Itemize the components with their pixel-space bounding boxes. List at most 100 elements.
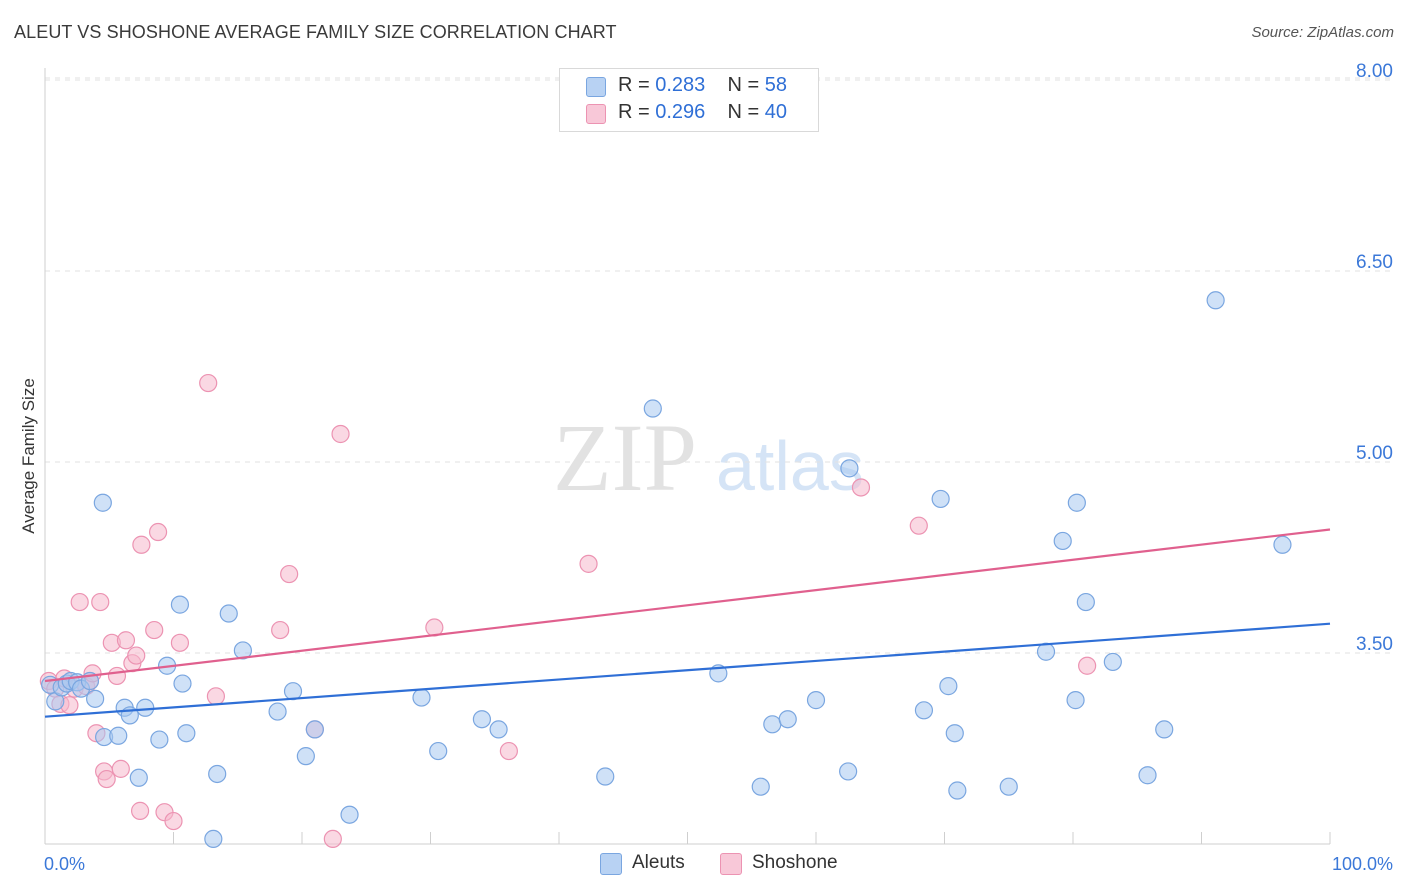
legend-n-label: N = bbox=[727, 101, 760, 123]
legend-n-label: N = bbox=[727, 74, 760, 96]
aleut-point bbox=[1206, 291, 1225, 310]
aleut-point bbox=[1066, 691, 1085, 710]
bottom-legend-label-shoshone: Shoshone bbox=[752, 852, 838, 873]
shoshone-trend-line bbox=[44, 528, 1331, 683]
aleut-points bbox=[41, 291, 1292, 849]
grid-lines bbox=[45, 77, 1393, 654]
aleut-point bbox=[472, 710, 491, 729]
legend-r-label: R = bbox=[618, 74, 650, 96]
aleut-point bbox=[340, 805, 359, 824]
shoshone-point bbox=[132, 535, 151, 554]
shoshone-point bbox=[199, 373, 218, 393]
watermark-atlas: atlas bbox=[716, 427, 864, 505]
shoshone-point bbox=[851, 478, 871, 497]
aleut-point bbox=[129, 768, 148, 787]
aleut-point bbox=[93, 493, 112, 512]
shoshone-point bbox=[271, 620, 290, 640]
aleut-point bbox=[914, 701, 934, 720]
aleut-point bbox=[150, 730, 169, 749]
bottom-legend-label-aleuts: Aleuts bbox=[632, 852, 685, 873]
legend-swatch-aleuts bbox=[586, 77, 606, 97]
aleut-point bbox=[1138, 766, 1157, 785]
shoshone-point bbox=[148, 522, 168, 542]
aleut-point bbox=[109, 726, 128, 745]
y-tick-label: 6.50 bbox=[1356, 252, 1393, 273]
shoshone-point bbox=[579, 554, 598, 573]
bottom-legend-swatch-shoshone bbox=[720, 853, 742, 875]
shoshone-point bbox=[111, 759, 130, 778]
legend-n-shoshone: 40 bbox=[764, 101, 788, 123]
shoshone-point bbox=[1078, 656, 1097, 675]
shoshone-point bbox=[116, 631, 136, 650]
shoshone-point bbox=[70, 592, 89, 612]
y-tick-labels: 3.50 5.00 6.50 8.00 bbox=[1356, 61, 1393, 655]
y-tick-label: 3.50 bbox=[1356, 634, 1393, 655]
aleut-point bbox=[86, 689, 105, 708]
aleut-point bbox=[763, 715, 782, 734]
source-label: Source: ZipAtlas.com bbox=[1251, 24, 1394, 41]
aleut-point bbox=[219, 604, 238, 623]
aleut-point bbox=[305, 720, 324, 739]
legend-r-shoshone: 0.296 bbox=[655, 101, 706, 123]
shoshone-point bbox=[164, 811, 183, 831]
legend-n-aleuts: 58 bbox=[764, 74, 788, 96]
x-tick-label-min: 0.0% bbox=[44, 854, 85, 874]
aleut-point bbox=[751, 777, 770, 796]
aleut-point bbox=[173, 674, 192, 693]
shoshone-point bbox=[206, 687, 226, 706]
shoshone-point bbox=[170, 633, 190, 652]
trend-lines bbox=[44, 528, 1331, 718]
aleut-point bbox=[204, 829, 223, 849]
shoshone-point bbox=[145, 620, 164, 640]
aleut-point bbox=[283, 682, 303, 701]
aleut-point bbox=[136, 698, 155, 717]
aleut-point bbox=[208, 764, 227, 784]
aleut-point bbox=[643, 399, 662, 418]
aleut-point bbox=[429, 741, 448, 761]
legend-swatch-shoshone bbox=[586, 104, 606, 124]
aleut-point bbox=[1103, 652, 1122, 672]
y-axis-label: Average Family Size bbox=[19, 378, 38, 534]
shoshone-point bbox=[107, 666, 127, 686]
chart-title: ALEUT VS SHOSHONE AVERAGE FAMILY SIZE CO… bbox=[14, 22, 617, 42]
aleut-point bbox=[806, 691, 826, 710]
shoshone-point bbox=[97, 769, 116, 789]
aleut-point bbox=[931, 489, 950, 509]
aleut-point bbox=[999, 777, 1018, 796]
x-tick-label-max: 100.0% bbox=[1332, 854, 1393, 874]
aleut-point bbox=[170, 595, 190, 614]
y-tick-label: 5.00 bbox=[1356, 443, 1393, 464]
watermark-zip: ZIP bbox=[553, 404, 697, 511]
shoshone-point bbox=[130, 801, 150, 820]
aleut-point bbox=[840, 459, 859, 478]
x-tick-marks bbox=[44, 832, 1331, 844]
aleut-point bbox=[1067, 493, 1086, 512]
aleut-point bbox=[939, 677, 958, 696]
aleut-point bbox=[1053, 531, 1072, 551]
aleut-point bbox=[412, 688, 431, 707]
aleut-point bbox=[233, 641, 252, 660]
aleut-point bbox=[1273, 535, 1292, 554]
aleut-point bbox=[839, 762, 858, 781]
legend-r-aleuts: 0.283 bbox=[655, 74, 706, 96]
aleut-point bbox=[596, 767, 615, 786]
shoshone-point bbox=[499, 741, 518, 761]
aleut-point bbox=[945, 724, 964, 743]
shoshone-point bbox=[91, 592, 110, 612]
shoshone-point bbox=[127, 646, 146, 665]
shoshone-point bbox=[280, 564, 299, 584]
shoshone-point bbox=[331, 424, 350, 444]
aleut-point bbox=[778, 710, 797, 729]
aleut-point bbox=[177, 724, 196, 743]
legend-r-label: R = bbox=[618, 101, 650, 123]
aleut-point bbox=[948, 781, 967, 800]
correlation-legend: R = 0.283 N = 58 R = 0.296 N = 40 bbox=[559, 68, 819, 132]
aleut-point bbox=[1155, 720, 1174, 739]
y-tick-label: 8.00 bbox=[1356, 61, 1393, 82]
aleut-point bbox=[268, 702, 287, 721]
aleut-point bbox=[296, 747, 315, 766]
bottom-legend-swatch-aleuts bbox=[600, 853, 622, 875]
aleut-point bbox=[1076, 592, 1095, 612]
shoshone-point bbox=[909, 516, 928, 535]
